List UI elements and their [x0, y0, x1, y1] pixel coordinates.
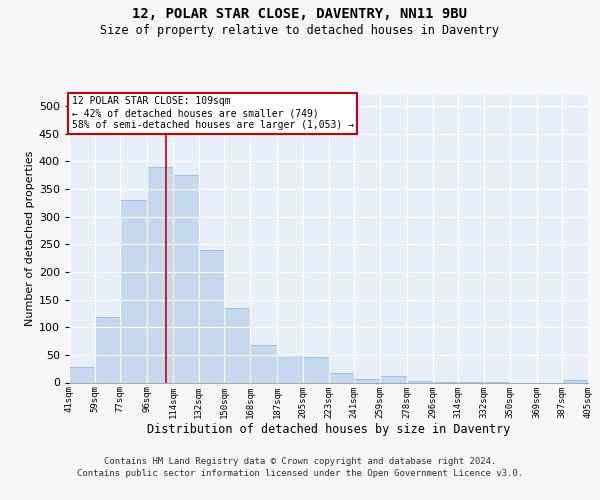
Bar	[69, 367, 95, 382]
Bar	[250, 345, 277, 383]
Bar	[380, 376, 407, 382]
Text: Size of property relative to detached houses in Daventry: Size of property relative to detached ho…	[101, 24, 499, 37]
Bar	[407, 381, 433, 382]
Bar	[329, 373, 354, 382]
Bar	[199, 250, 224, 382]
Bar	[303, 357, 329, 382]
Bar	[173, 175, 199, 382]
Bar	[95, 318, 121, 382]
Bar	[224, 308, 250, 382]
Text: 12 POLAR STAR CLOSE: 109sqm
← 42% of detached houses are smaller (749)
58% of se: 12 POLAR STAR CLOSE: 109sqm ← 42% of det…	[71, 96, 353, 130]
Bar	[121, 200, 148, 382]
Bar	[562, 380, 588, 382]
Bar	[148, 167, 173, 382]
Text: 12, POLAR STAR CLOSE, DAVENTRY, NN11 9BU: 12, POLAR STAR CLOSE, DAVENTRY, NN11 9BU	[133, 8, 467, 22]
Y-axis label: Number of detached properties: Number of detached properties	[25, 151, 35, 326]
Text: Contains HM Land Registry data © Crown copyright and database right 2024.: Contains HM Land Registry data © Crown c…	[104, 458, 496, 466]
Text: Distribution of detached houses by size in Daventry: Distribution of detached houses by size …	[147, 422, 511, 436]
Bar	[354, 379, 380, 382]
Text: Contains public sector information licensed under the Open Government Licence v3: Contains public sector information licen…	[77, 469, 523, 478]
Bar	[277, 355, 303, 382]
